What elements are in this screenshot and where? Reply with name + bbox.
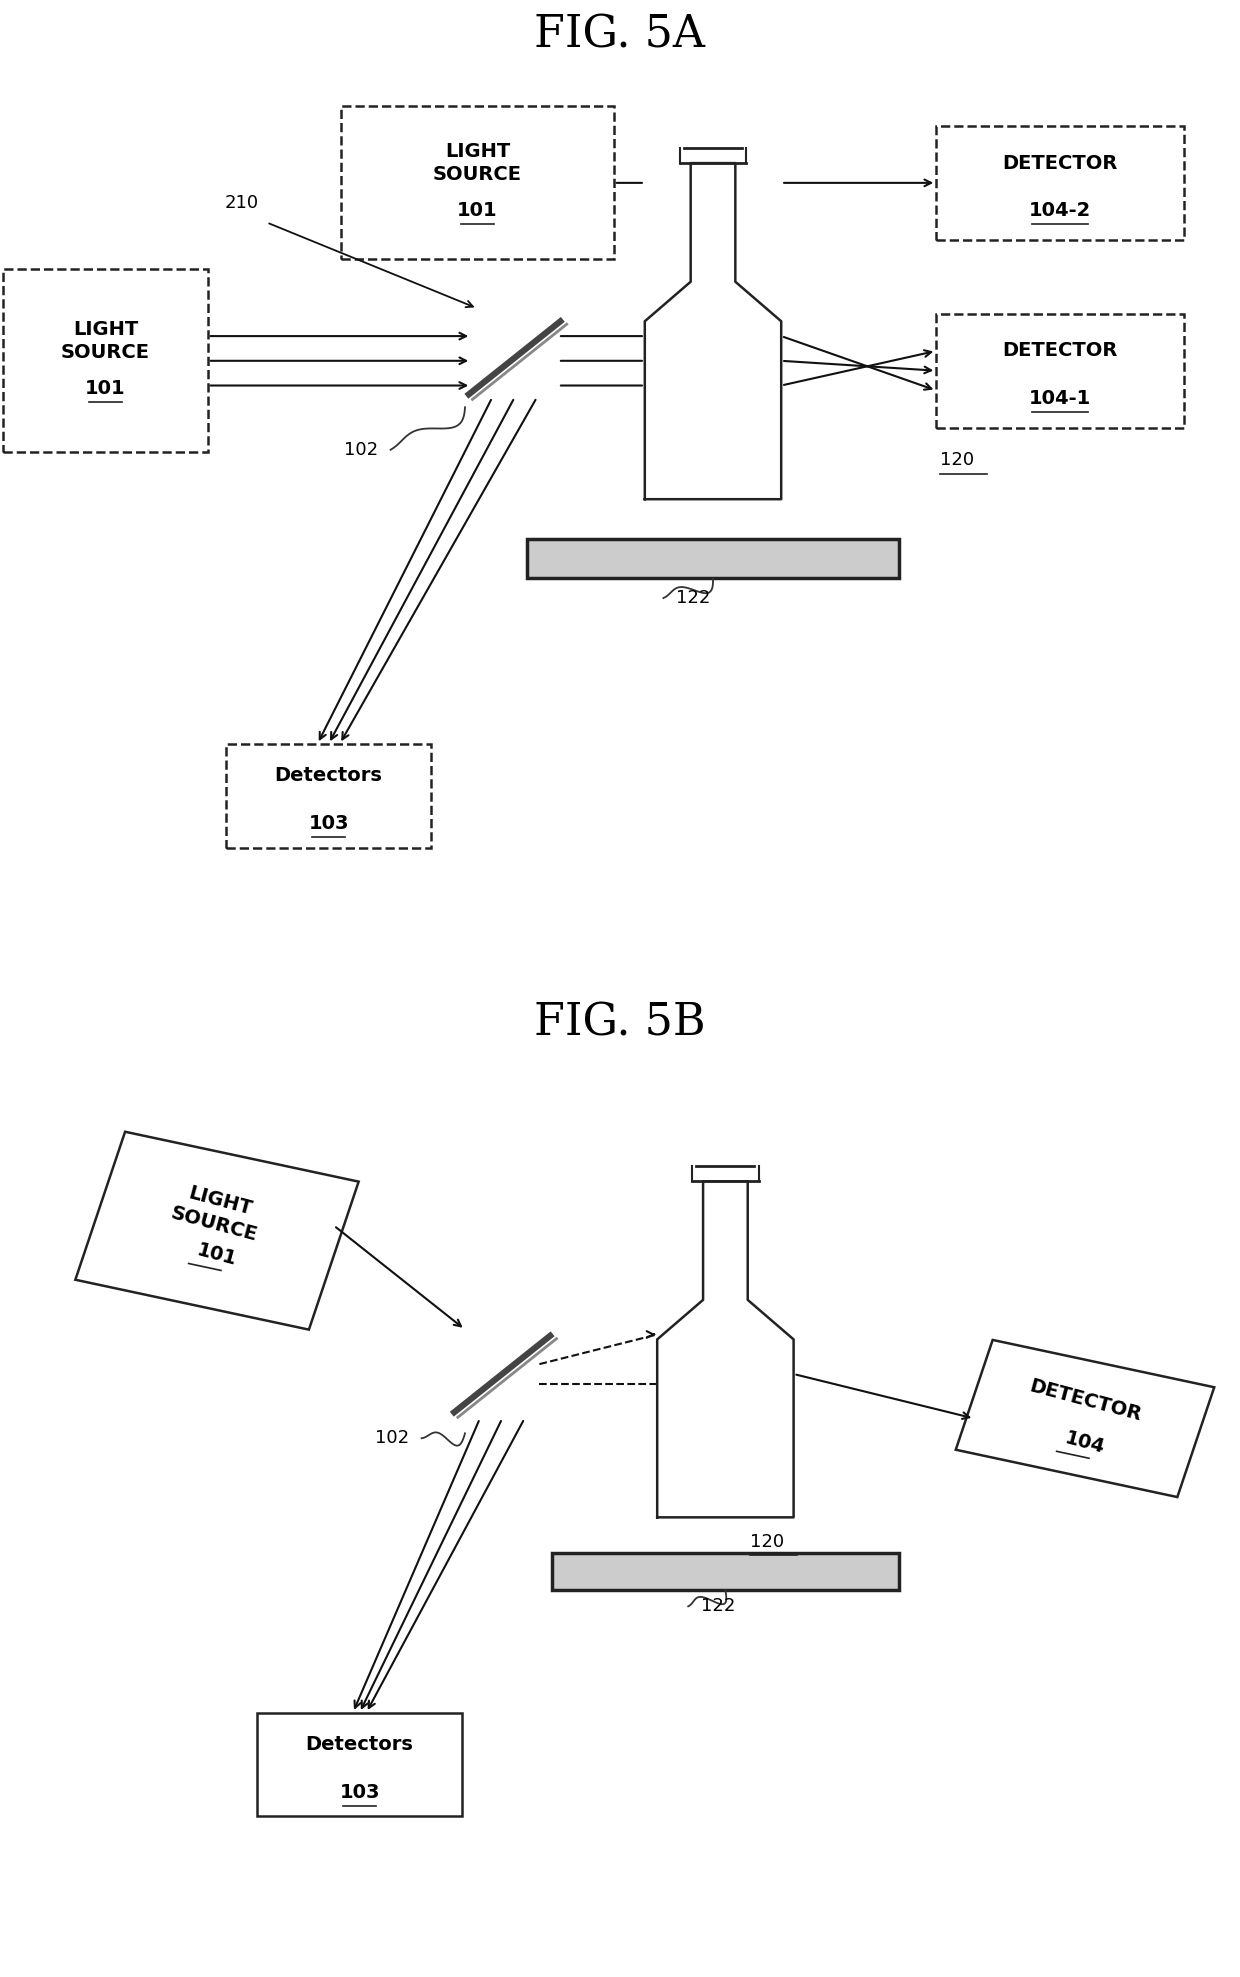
Text: 122: 122 xyxy=(676,589,711,607)
Bar xyxy=(341,107,614,259)
Text: 120: 120 xyxy=(940,451,975,469)
Text: LIGHT
SOURCE: LIGHT SOURCE xyxy=(61,320,150,362)
Bar xyxy=(76,1131,358,1331)
Text: LIGHT
SOURCE: LIGHT SOURCE xyxy=(169,1180,265,1246)
Bar xyxy=(4,269,208,453)
Text: DETECTOR: DETECTOR xyxy=(1002,154,1118,172)
Text: FIG. 5A: FIG. 5A xyxy=(534,14,706,55)
Bar xyxy=(226,743,432,848)
Text: 104-1: 104-1 xyxy=(1029,389,1091,407)
Text: 104-2: 104-2 xyxy=(1029,202,1091,219)
Bar xyxy=(552,1554,899,1590)
Text: 103: 103 xyxy=(340,1783,379,1801)
Bar xyxy=(527,538,899,577)
Text: DETECTOR: DETECTOR xyxy=(1002,342,1118,360)
Text: DETECTOR: DETECTOR xyxy=(1027,1376,1143,1425)
Text: FIG. 5B: FIG. 5B xyxy=(534,1002,706,1044)
Text: 210: 210 xyxy=(224,194,259,212)
Text: 101: 101 xyxy=(458,202,497,219)
Text: Detectors: Detectors xyxy=(275,767,382,785)
Text: 102: 102 xyxy=(343,441,378,459)
Text: 101: 101 xyxy=(195,1242,239,1269)
Text: 122: 122 xyxy=(701,1597,735,1615)
Text: Detectors: Detectors xyxy=(306,1736,413,1754)
Text: 104: 104 xyxy=(1063,1429,1107,1457)
Text: 120: 120 xyxy=(750,1532,785,1552)
Text: 103: 103 xyxy=(309,815,348,832)
Text: LIGHT
SOURCE: LIGHT SOURCE xyxy=(433,142,522,184)
Text: 101: 101 xyxy=(86,380,125,397)
Bar xyxy=(936,314,1184,427)
Text: 102: 102 xyxy=(374,1429,409,1447)
Bar xyxy=(257,1712,461,1817)
Bar xyxy=(956,1340,1214,1497)
Bar xyxy=(936,127,1184,239)
